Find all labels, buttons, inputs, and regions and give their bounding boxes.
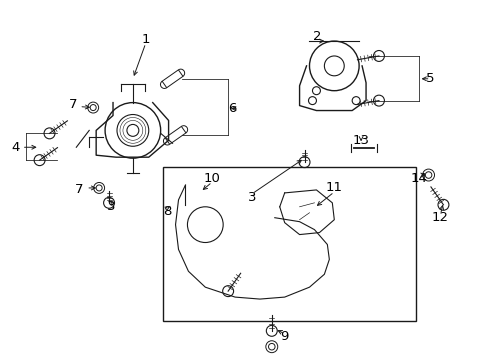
Text: 7: 7 bbox=[69, 98, 77, 111]
Text: 14: 14 bbox=[410, 171, 427, 185]
Text: 11: 11 bbox=[326, 181, 343, 194]
Text: 2: 2 bbox=[313, 30, 322, 42]
Text: 6: 6 bbox=[228, 102, 236, 115]
Bar bbox=[163, 167, 416, 321]
Text: 12: 12 bbox=[432, 211, 449, 224]
Text: 9: 9 bbox=[280, 330, 289, 343]
Text: 4: 4 bbox=[12, 141, 20, 154]
Text: 10: 10 bbox=[204, 171, 221, 185]
Text: 3: 3 bbox=[107, 200, 115, 213]
Text: 3: 3 bbox=[248, 192, 256, 204]
Text: 5: 5 bbox=[426, 72, 435, 85]
Text: 13: 13 bbox=[353, 134, 369, 147]
Text: 1: 1 bbox=[142, 33, 150, 46]
Text: 8: 8 bbox=[163, 205, 172, 218]
Text: 7: 7 bbox=[75, 184, 83, 197]
